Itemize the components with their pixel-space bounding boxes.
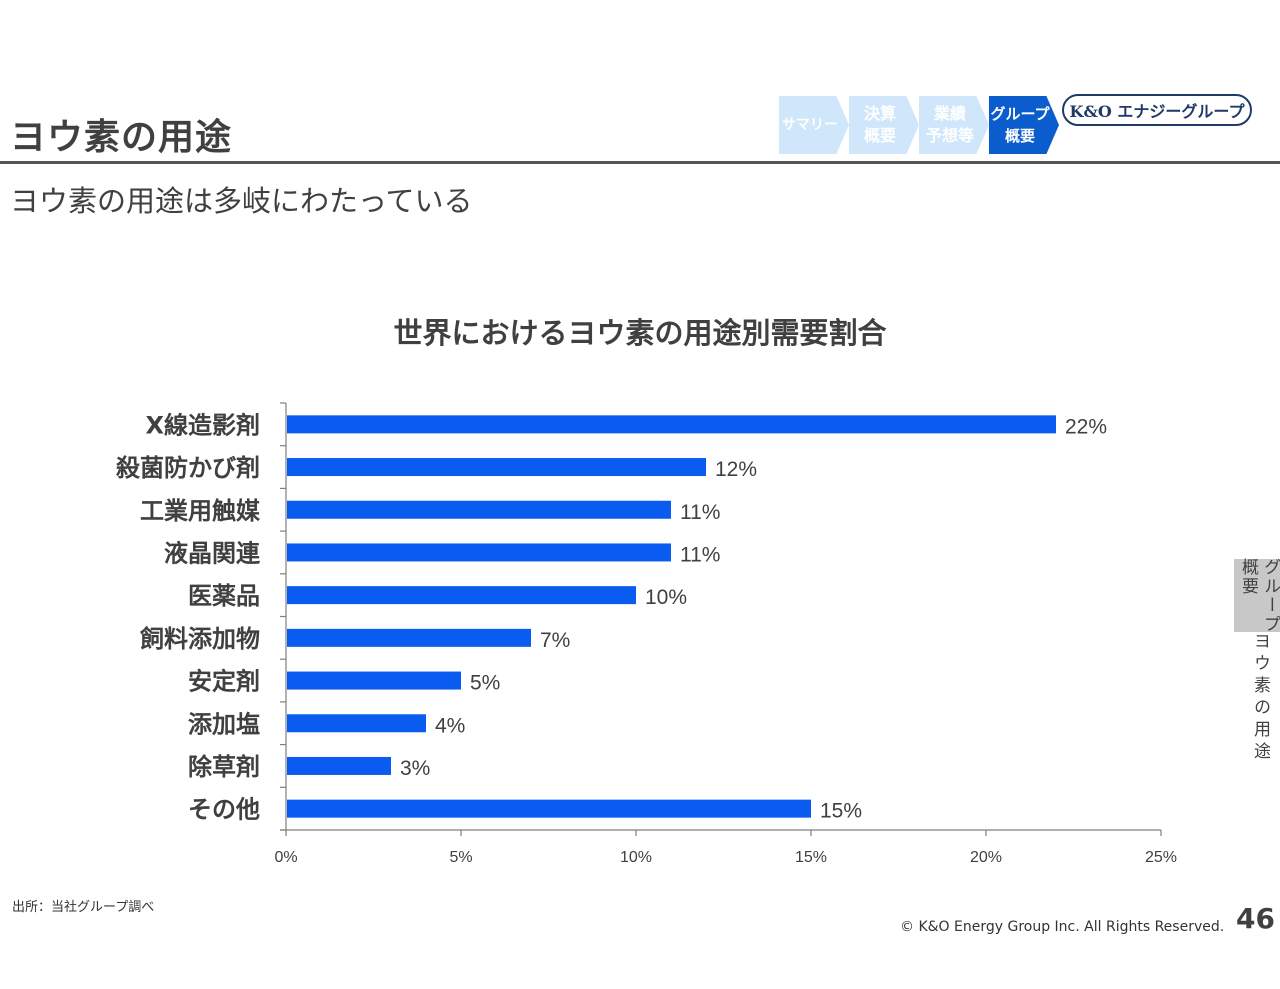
page-number: 46 (1236, 902, 1275, 935)
chart-title: 世界におけるヨウ素の用途別需要割合 (393, 316, 887, 350)
bar (287, 543, 671, 562)
nav-step-label: 業績 予想等 (925, 104, 974, 145)
category-label: X線造影剤 (145, 411, 260, 439)
category-label: 液晶関連 (164, 539, 261, 567)
data-label: 11% (680, 543, 720, 566)
category-label: その他 (188, 796, 260, 824)
side-section-label-line2: 概要 (1238, 558, 1258, 596)
data-label: 5% (470, 672, 500, 695)
category-label: 安定剤 (188, 668, 260, 696)
category-label: 医薬品 (188, 582, 260, 610)
category-label: 飼料添加物 (140, 625, 260, 653)
nav-step-label: サマリー (782, 117, 838, 133)
side-topic-label: ヨウ素の用途 (1250, 632, 1270, 764)
category-label: 殺菌防かび剤 (116, 454, 260, 482)
nav-step-forecast[interactable]: 業績 予想等 (919, 96, 989, 154)
company-logo: K&O エナジーグループ (1062, 94, 1252, 126)
data-label: 3% (400, 757, 430, 780)
bar (287, 415, 1056, 434)
category-label: 添加塩 (188, 710, 260, 738)
nav-step-label: 決算 概要 (863, 104, 896, 145)
nav-step-group-overview[interactable]: グループ 概要 (989, 96, 1059, 154)
bar (287, 799, 811, 818)
x-tick-label: 15% (795, 849, 827, 866)
nav-step-summary[interactable]: サマリー (779, 96, 849, 154)
x-tick-label: 25% (1145, 849, 1177, 866)
data-label: 12% (715, 458, 757, 481)
bar (287, 458, 706, 477)
data-label: 22% (1065, 415, 1107, 438)
bar (287, 671, 461, 690)
data-label: 11% (680, 501, 720, 524)
category-label: 除草剤 (188, 753, 260, 781)
data-label: 7% (540, 629, 570, 652)
x-tick-label: 10% (620, 849, 652, 866)
bar (287, 628, 531, 647)
page-title: ヨウ素の用途 (10, 117, 233, 158)
side-section-tab (1234, 559, 1280, 632)
side-section-label-line1: グループ (1260, 558, 1280, 634)
category-label: 工業用触媒 (140, 497, 261, 525)
bar-chart: 0% 5% 10% 15% 20% 25% X線造影剤 22% 殺菌防かび剤 12% 工業用触媒 11… (116, 402, 1177, 866)
title-divider (0, 161, 1280, 164)
bar (287, 714, 426, 733)
data-label: 10% (645, 586, 687, 609)
page-subtitle: ヨウ素の用途は多岐にわたっている (10, 184, 473, 218)
bar (287, 500, 671, 519)
bar (287, 586, 636, 605)
x-tick-label: 0% (274, 849, 297, 866)
data-label: 15% (820, 800, 862, 823)
source-note: 出所：当社グループ調べ (12, 900, 155, 915)
x-tick-label: 20% (970, 849, 1002, 866)
x-tick-label: 5% (449, 849, 472, 866)
copyright: © K&O Energy Group Inc. All Rights Reser… (900, 919, 1225, 935)
nav-step-label: グループ 概要 (990, 105, 1050, 145)
bar (287, 756, 391, 775)
nav-step-financial-summary[interactable]: 決算 概要 (849, 96, 919, 154)
data-label: 4% (435, 714, 465, 737)
